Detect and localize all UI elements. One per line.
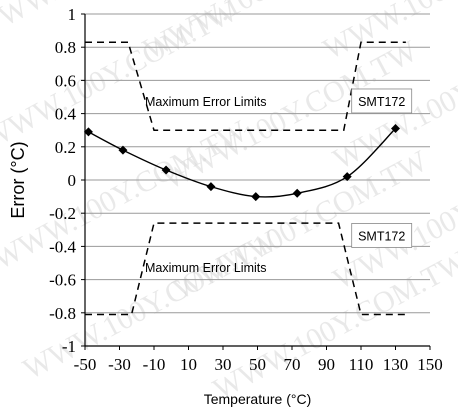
data-point <box>292 188 302 198</box>
y-tick-label: 0.8 <box>55 38 76 57</box>
y-tick-label: -0.2 <box>49 204 76 223</box>
limit-label: Maximum Error Limits <box>145 95 267 109</box>
upper-error-limit-line <box>85 41 406 131</box>
y-tick-label: 0.6 <box>55 71 76 90</box>
x-tick-label: 110 <box>349 355 374 374</box>
data-point <box>161 165 171 175</box>
x-tick-label: -50 <box>74 355 97 374</box>
series-label-box <box>351 223 413 248</box>
annotations: Maximum Error Limits SMT172 Maximum Error … <box>145 88 413 275</box>
y-tick-label: -0.4 <box>49 237 76 256</box>
y-tick-label: 0.4 <box>55 105 77 124</box>
x-tick-label: 70 <box>284 355 301 374</box>
y-tick-label: -0.8 <box>49 304 76 323</box>
x-tick-label: -10 <box>143 355 166 374</box>
x-tick-label: 30 <box>215 355 232 374</box>
x-tick-label: 150 <box>417 355 443 374</box>
x-tick-label: 10 <box>180 355 197 374</box>
series-label-box <box>351 88 413 114</box>
x-tick-label: 90 <box>318 355 335 374</box>
series-label: SMT172 <box>358 95 405 109</box>
x-axis-title: Temperature (°C) <box>204 391 312 407</box>
limit-label: Maximum Error Limits <box>145 261 267 275</box>
axes: 1 0.8 0.6 0.4 0.2 0 -0.2 -0.4 -0.6 -0.8 -1-50 -30 -1… <box>49 5 443 374</box>
x-tick-label: 130 <box>383 355 409 374</box>
data-point <box>251 192 261 202</box>
data-point <box>83 127 93 137</box>
y-tick-label: -0.6 <box>49 271 76 290</box>
data-point <box>206 182 216 192</box>
error-curve <box>83 124 400 202</box>
data-point <box>118 145 128 155</box>
y-tick-label: 0 <box>68 171 77 190</box>
error-limit-lines <box>85 41 406 316</box>
y-tick-label: -1 <box>62 337 76 356</box>
y-tick-label: 1 <box>68 5 77 24</box>
y-tick-label: 0.2 <box>55 138 76 157</box>
y-axis-title: Error (°C) <box>8 141 28 218</box>
lower-error-limit-line <box>85 222 406 316</box>
data-point <box>342 172 352 182</box>
x-tick-label: -30 <box>108 355 131 374</box>
data-point <box>391 124 400 134</box>
series-label: SMT172 <box>358 229 405 243</box>
x-tick-label: 50 <box>249 355 266 374</box>
